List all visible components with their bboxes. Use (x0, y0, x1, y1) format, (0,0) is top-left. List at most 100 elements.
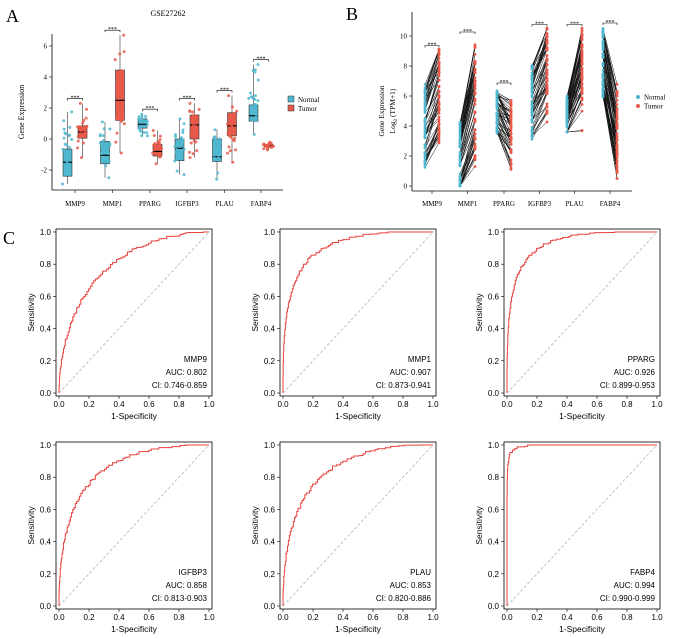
data-point-normal (458, 141, 462, 144)
roc-auc-label: AUC: 0.802 (166, 368, 208, 377)
data-point-normal (423, 102, 427, 106)
y-tick-label: 0.4 (40, 325, 52, 334)
data-point-normal (530, 82, 534, 86)
data-point-tumor (509, 158, 513, 162)
pair-line (424, 97, 440, 148)
pair-line (424, 130, 440, 161)
pair-line (531, 49, 548, 93)
data-point (101, 139, 105, 143)
data-point-tumor (437, 129, 441, 133)
data-point-tumor (437, 136, 441, 140)
data-point-tumor (509, 128, 513, 132)
data-point (182, 173, 186, 177)
x-tick-label: 0.2 (531, 400, 543, 409)
y-tick-label: 0.6 (40, 292, 52, 301)
x-axis-label: 1-Specificity (335, 624, 382, 634)
data-point (151, 128, 155, 132)
significance-label: *** (535, 22, 544, 28)
data-point-normal (601, 36, 605, 39)
pair-line (459, 159, 476, 187)
plot-frame (55, 441, 213, 610)
x-tick-label: 0.0 (501, 613, 513, 622)
data-point-normal (565, 99, 569, 103)
data-point (271, 144, 275, 148)
roc-ci-label: CI: 0.990-0.999 (600, 594, 656, 603)
data-point-normal (458, 129, 462, 133)
roc-ci-label: CI: 0.813-0.903 (152, 594, 208, 603)
data-point (228, 149, 232, 153)
pair-line (566, 104, 583, 133)
roc-curve (282, 231, 433, 393)
data-point (228, 134, 232, 138)
data-point-tumor (509, 166, 513, 170)
data-point (122, 50, 126, 54)
y-tick-label: 0.2 (40, 357, 52, 366)
data-point (173, 159, 177, 163)
data-point-tumor (545, 54, 549, 57)
data-point-tumor (473, 85, 477, 89)
data-point (256, 99, 260, 103)
data-point-normal (530, 118, 534, 121)
data-point (230, 105, 234, 109)
pair-line (566, 71, 583, 123)
data-point-normal (423, 159, 427, 163)
y-tick-label: 0.8 (264, 473, 276, 482)
significance-label: *** (428, 43, 437, 49)
data-point-normal (423, 143, 427, 147)
x-tick-label: 0.8 (173, 613, 185, 622)
data-point-tumor (580, 96, 584, 100)
data-point (139, 120, 143, 124)
data-point (79, 135, 83, 139)
data-point-tumor (580, 44, 584, 48)
data-point (188, 156, 192, 160)
legend-label-normal: Normal (298, 96, 319, 104)
y-tick-label: 0.0 (488, 389, 500, 398)
data-point-tumor (437, 111, 441, 115)
data-point-normal (601, 79, 605, 83)
x-tick-label: 0.2 (531, 613, 543, 622)
data-point-tumor (509, 118, 513, 121)
data-point-tumor (437, 53, 441, 57)
data-point (140, 114, 144, 118)
data-point (193, 113, 197, 117)
data-point-tumor (437, 51, 441, 55)
data-point (145, 119, 149, 123)
significance-label: *** (71, 95, 80, 101)
pair-line (602, 56, 618, 120)
data-point-tumor (473, 99, 477, 103)
y-tick-label: 0.6 (488, 505, 500, 514)
data-point (189, 141, 193, 145)
data-point (67, 133, 71, 137)
data-point (62, 127, 66, 131)
data-point (100, 120, 104, 124)
data-point (81, 141, 85, 145)
data-point-tumor (580, 49, 584, 52)
pair-line (496, 100, 512, 135)
pair-line (602, 29, 618, 92)
pair-line (602, 40, 618, 119)
data-point-tumor (437, 118, 441, 121)
pair-line (496, 104, 512, 118)
pair-line (531, 47, 548, 74)
data-point-normal (565, 112, 569, 116)
data-point (145, 134, 149, 138)
data-point-normal (423, 86, 427, 90)
x-tick-label: 0.4 (337, 613, 349, 622)
pair-line (459, 88, 476, 153)
pair-line (459, 93, 476, 156)
pair-line (531, 81, 548, 122)
data-point-tumor (580, 98, 584, 102)
data-point-tumor (545, 71, 549, 75)
data-point-tumor (437, 94, 441, 98)
data-point-normal (458, 176, 462, 180)
data-point (253, 70, 257, 74)
data-point-normal (601, 84, 605, 88)
pair-line (566, 110, 583, 133)
data-point-tumor (580, 34, 584, 38)
data-point-tumor (509, 109, 513, 113)
pair-line (459, 81, 476, 141)
data-point-normal (530, 78, 534, 82)
pair-line (424, 49, 440, 92)
data-point (113, 58, 117, 62)
